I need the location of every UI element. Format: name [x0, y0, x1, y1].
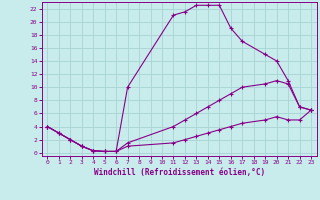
- X-axis label: Windchill (Refroidissement éolien,°C): Windchill (Refroidissement éolien,°C): [94, 168, 265, 177]
